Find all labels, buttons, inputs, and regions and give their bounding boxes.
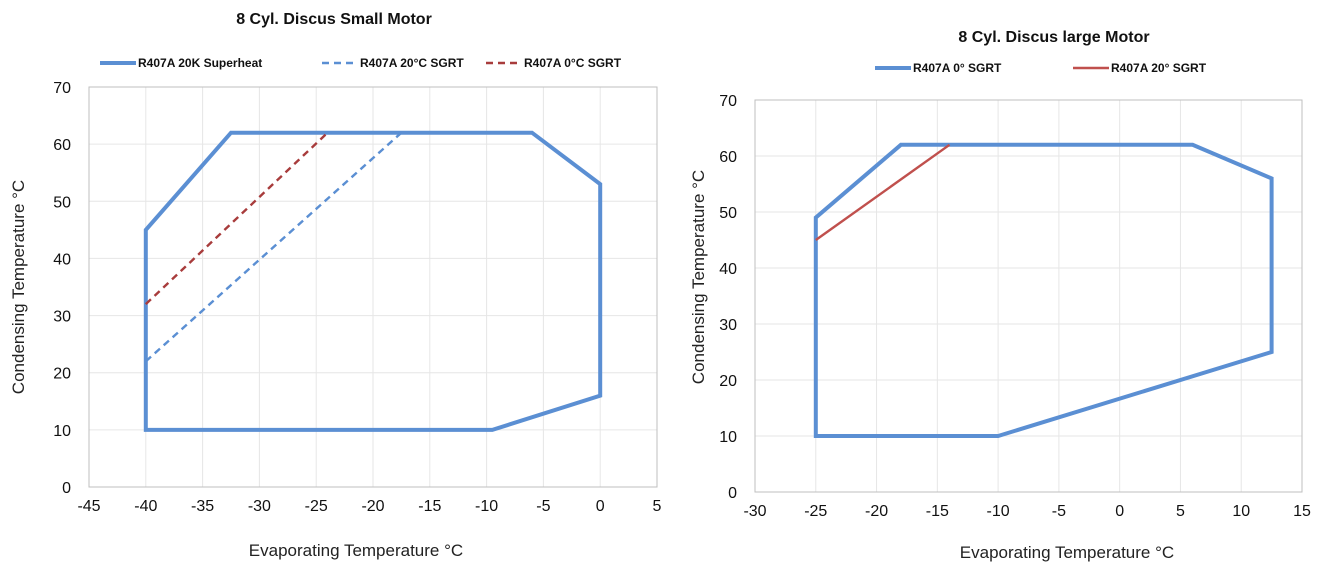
x-axis-title: Evaporating Temperature °C bbox=[249, 541, 463, 560]
series-line-1 bbox=[813, 142, 1274, 438]
chart-small-motor: 8 Cyl. Discus Small Motor Evaporating Te… bbox=[9, 11, 662, 560]
x-axis-title: Evaporating Temperature °C bbox=[960, 543, 1174, 562]
x-tick-label: -20 bbox=[865, 503, 888, 520]
y-tick-label: 20 bbox=[53, 366, 71, 383]
y-tick-label: 30 bbox=[53, 309, 71, 326]
y-tick-label: 70 bbox=[53, 80, 71, 97]
x-tick-label: -15 bbox=[926, 503, 949, 520]
y-tick-label: 50 bbox=[53, 194, 71, 211]
x-tick-label: 15 bbox=[1293, 503, 1311, 520]
x-tick-label: -40 bbox=[134, 498, 157, 515]
x-tick-label: -20 bbox=[361, 498, 384, 515]
x-tick-label: -25 bbox=[804, 503, 827, 520]
x-tick-label: -45 bbox=[77, 498, 100, 515]
x-tick-label: -30 bbox=[743, 503, 766, 520]
y-tick-label: 30 bbox=[719, 317, 737, 334]
x-tick-label: 0 bbox=[1115, 503, 1124, 520]
chart-large-motor-svg: 8 Cyl. Discus large Motor Evaporating Te… bbox=[689, 29, 1311, 562]
legend-label-2: R407A 20° SGRT bbox=[1111, 61, 1207, 75]
x-tick-label: -35 bbox=[191, 498, 214, 515]
y-tick-label: 50 bbox=[719, 205, 737, 222]
y-tick-label: 10 bbox=[719, 429, 737, 446]
legend-label-2: R407A 20°C SGRT bbox=[360, 56, 464, 70]
x-tick-label: -10 bbox=[987, 503, 1010, 520]
x-tick-label: -15 bbox=[418, 498, 441, 515]
y-tick-label: 10 bbox=[53, 423, 71, 440]
y-tick-label: 0 bbox=[728, 485, 737, 502]
chart-title: 8 Cyl. Discus Small Motor bbox=[236, 11, 432, 28]
chart-title: 8 Cyl. Discus large Motor bbox=[958, 29, 1149, 46]
y-tick-label: 40 bbox=[719, 261, 737, 278]
chart-large-motor: 8 Cyl. Discus large Motor Evaporating Te… bbox=[665, 0, 1329, 563]
x-tick-label: 5 bbox=[1176, 503, 1185, 520]
y-tick-label: 20 bbox=[719, 373, 737, 390]
plot-area bbox=[754, 99, 1303, 493]
y-tick-label: 70 bbox=[719, 93, 737, 110]
legend-label-1: R407A 20K Superheat bbox=[138, 56, 262, 70]
y-tick-label: 0 bbox=[62, 480, 71, 497]
x-tick-label: -25 bbox=[305, 498, 328, 515]
y-axis-title: Condensing Temperature °C bbox=[9, 180, 28, 394]
x-tick-label: 0 bbox=[596, 498, 605, 515]
y-tick-label: 40 bbox=[53, 251, 71, 268]
series-line-3 bbox=[144, 131, 329, 305]
x-tick-label: -30 bbox=[248, 498, 271, 515]
y-tick-label: 60 bbox=[719, 149, 737, 166]
x-tick-label: -5 bbox=[1052, 503, 1066, 520]
series-line-2 bbox=[815, 143, 951, 241]
legend-label-3: R407A 0°C SGRT bbox=[524, 56, 622, 70]
x-tick-label: -10 bbox=[475, 498, 498, 515]
x-tick-label: 10 bbox=[1232, 503, 1250, 520]
x-tick-label: -5 bbox=[536, 498, 550, 515]
x-tick-label: 5 bbox=[653, 498, 662, 515]
y-tick-label: 60 bbox=[53, 137, 71, 154]
series-line-2 bbox=[145, 131, 403, 363]
series-line-1 bbox=[143, 130, 603, 432]
y-axis-title: Condensing Temperature °C bbox=[689, 170, 708, 384]
plot-area bbox=[88, 86, 658, 488]
legend-label-1: R407A 0° SGRT bbox=[913, 61, 1002, 75]
chart-small-motor-svg: 8 Cyl. Discus Small Motor Evaporating Te… bbox=[9, 11, 662, 560]
